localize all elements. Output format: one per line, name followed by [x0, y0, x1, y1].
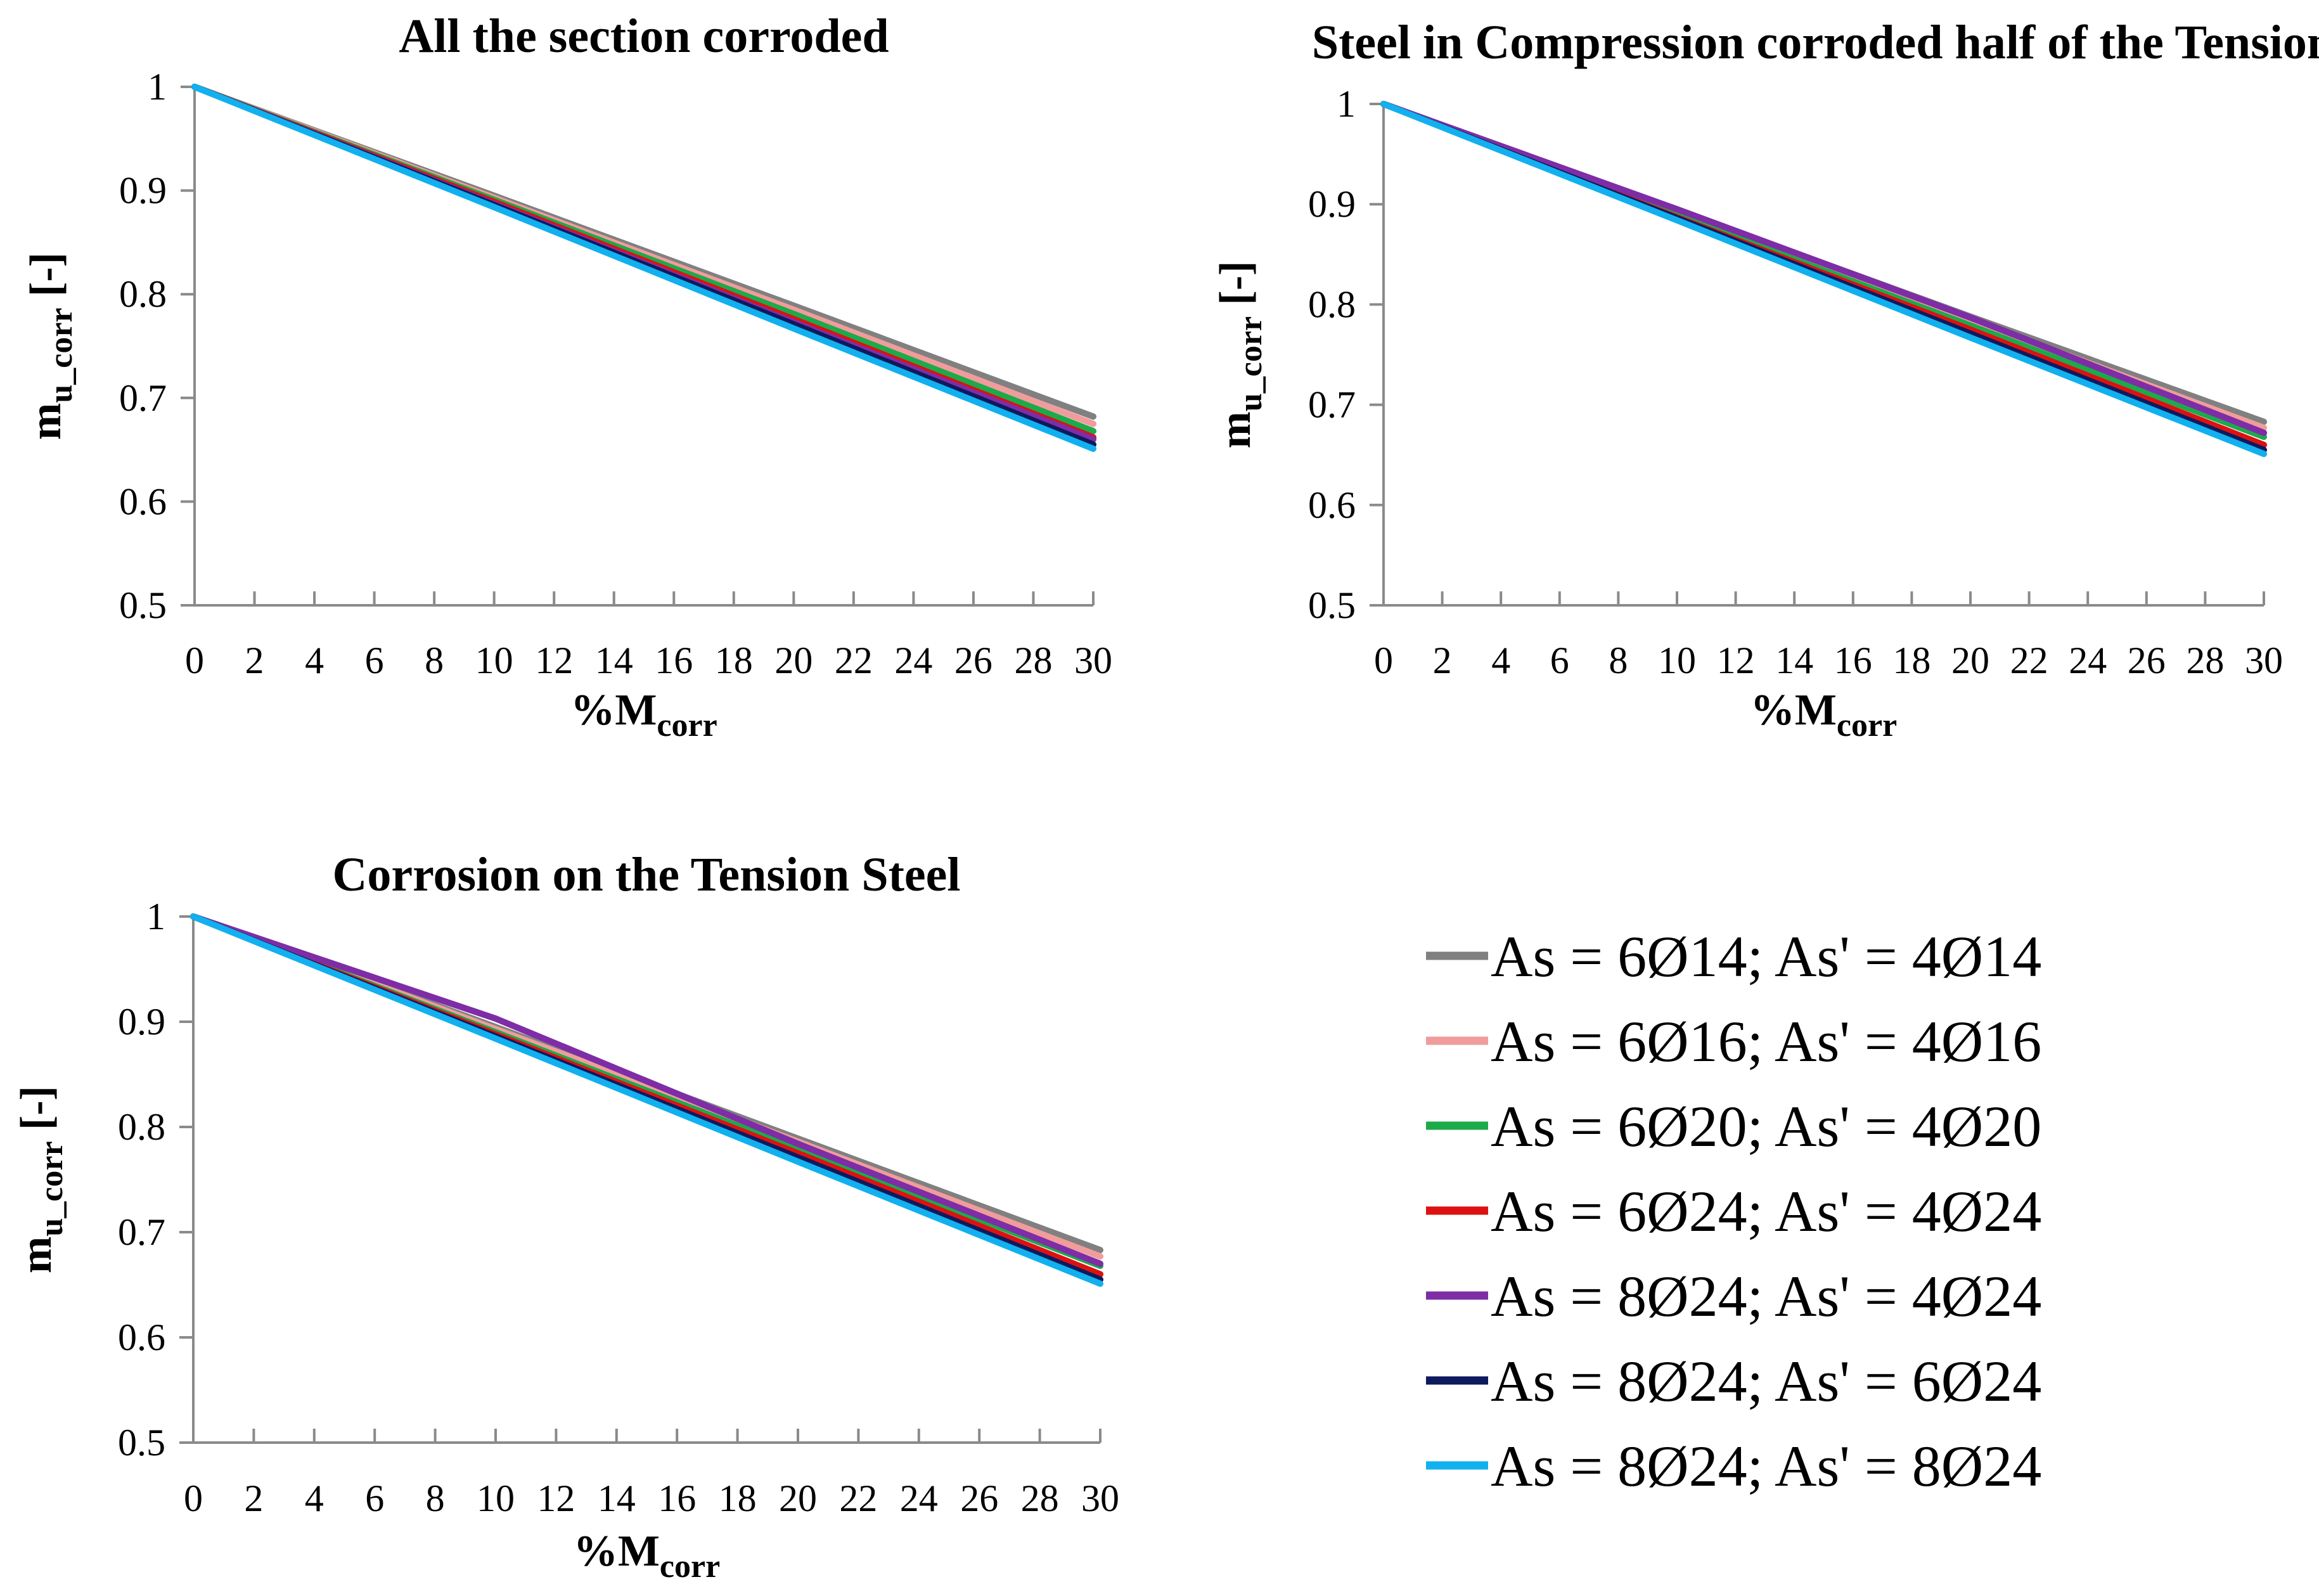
legend-label: As = 8Ø24; As' = 8Ø24 — [1491, 1434, 2041, 1498]
x-tick-label: 12 — [535, 640, 573, 681]
chart-title: Corrosion on the Tension Steel — [333, 848, 961, 901]
x-tick-label: 18 — [1892, 640, 1930, 681]
x-axis-label: %Mcorr — [1750, 686, 1897, 743]
y-tick-label: 0.8 — [1308, 283, 1356, 325]
x-tick-label: 24 — [894, 640, 932, 681]
series-line — [1380, 101, 2267, 458]
x-tick-label: 12 — [537, 1477, 575, 1519]
chart-title: All the section corroded — [399, 10, 889, 63]
y-tick-label: 0.8 — [118, 1106, 165, 1148]
x-tick-label: 30 — [1081, 1477, 1119, 1519]
x-tick-label: 12 — [1717, 640, 1755, 681]
x-tick-label: 0 — [185, 640, 204, 681]
x-tick-label: 6 — [1550, 640, 1569, 681]
y-tick-label: 0.6 — [1308, 484, 1356, 526]
x-axis-label: %Mcorr — [570, 686, 717, 743]
y-tick-label: 0.8 — [119, 273, 167, 315]
chart-panel-2: Steel in Compression corroded half of th… — [1211, 16, 2319, 743]
x-tick-label: 16 — [658, 1477, 696, 1519]
x-tick-label: 0 — [184, 1477, 203, 1519]
x-tick-label: 8 — [1609, 640, 1628, 681]
x-tick-label: 26 — [960, 1477, 998, 1519]
x-tick-label: 10 — [1658, 640, 1696, 681]
x-tick-label: 6 — [365, 1477, 384, 1519]
x-tick-label: 22 — [835, 640, 873, 681]
x-tick-label: 24 — [900, 1477, 938, 1519]
x-tick-label: 20 — [774, 640, 813, 681]
legend-label: As = 6Ø24; As' = 4Ø24 — [1491, 1179, 2041, 1244]
legend-label: As = 6Ø16; As' = 4Ø16 — [1491, 1009, 2041, 1074]
y-tick-label: 1 — [146, 896, 165, 937]
x-tick-label: 28 — [1021, 1477, 1059, 1519]
y-axis-label: mu_corr [-] — [22, 252, 79, 440]
y-tick-label: 0.7 — [119, 377, 167, 419]
x-tick-label: 2 — [1433, 640, 1452, 681]
legend-label: As = 6Ø14; As' = 4Ø14 — [1491, 924, 2041, 989]
y-tick-label: 0.5 — [1308, 584, 1356, 626]
x-tick-label: 16 — [1834, 640, 1872, 681]
x-tick-label: 0 — [1374, 640, 1393, 681]
y-tick-label: 0.6 — [118, 1316, 165, 1358]
series-line — [1380, 101, 2267, 436]
series-line — [191, 84, 1096, 452]
x-tick-label: 20 — [1951, 640, 1989, 681]
x-tick-label: 28 — [2186, 640, 2224, 681]
y-tick-label: 0.9 — [119, 170, 167, 212]
y-tick-label: 1 — [148, 66, 167, 108]
x-axis-label: %Mcorr — [574, 1527, 720, 1585]
x-tick-label: 10 — [477, 1477, 515, 1519]
x-tick-label: 30 — [1074, 640, 1112, 681]
legend-label: As = 6Ø20; As' = 4Ø20 — [1491, 1094, 2041, 1159]
x-tick-label: 18 — [715, 640, 753, 681]
x-tick-label: 2 — [245, 640, 264, 681]
x-tick-label: 14 — [598, 1477, 636, 1519]
y-tick-label: 0.7 — [1308, 384, 1356, 426]
y-axis-label: mu_corr [-] — [1211, 261, 1269, 449]
y-tick-label: 0.6 — [119, 480, 167, 522]
x-tick-label: 20 — [779, 1477, 817, 1519]
x-tick-label: 28 — [1014, 640, 1052, 681]
x-tick-label: 14 — [595, 640, 633, 681]
x-tick-label: 30 — [2245, 640, 2283, 681]
y-tick-label: 0.7 — [118, 1211, 165, 1253]
x-tick-label: 14 — [1775, 640, 1813, 681]
y-tick-label: 1 — [1337, 83, 1356, 125]
x-tick-label: 6 — [365, 640, 384, 681]
y-tick-label: 0.9 — [1308, 183, 1356, 225]
x-tick-label: 8 — [425, 640, 444, 681]
legend-label: As = 8Ø24; As' = 4Ø24 — [1491, 1264, 2041, 1329]
x-tick-label: 22 — [839, 1477, 877, 1519]
x-tick-label: 26 — [954, 640, 992, 681]
x-tick-label: 26 — [2128, 640, 2166, 681]
y-tick-label: 0.9 — [118, 1001, 165, 1043]
x-tick-label: 22 — [2010, 640, 2048, 681]
chart-panel-3: Corrosion on the Tension Steel 0.5 0.6 0.7 0… — [12, 848, 1119, 1585]
series-line — [190, 913, 1103, 1267]
x-tick-label: 4 — [305, 1477, 324, 1519]
x-tick-label: 4 — [1491, 640, 1510, 681]
legend: As = 6Ø14; As' = 4Ø14 As = 6Ø16; As' = 4Ø… — [1426, 924, 2041, 1498]
x-tick-label: 18 — [719, 1477, 757, 1519]
legend-label: As = 8Ø24; As' = 6Ø24 — [1491, 1349, 2041, 1413]
x-tick-label: 8 — [426, 1477, 445, 1519]
x-tick-label: 16 — [655, 640, 693, 681]
x-tick-label: 24 — [2069, 640, 2107, 681]
x-tick-label: 4 — [305, 640, 324, 681]
y-axis-label: mu_corr [-] — [12, 1086, 70, 1273]
x-tick-label: 10 — [475, 640, 513, 681]
series-line — [190, 913, 1103, 1287]
y-tick-label: 0.5 — [118, 1422, 165, 1464]
x-tick-label: 2 — [244, 1477, 263, 1519]
chart-panel-1: All the section corroded 0.5 0.6 0.7 0.8 0.9 1… — [22, 10, 1112, 743]
y-tick-label: 0.5 — [119, 584, 167, 626]
chart-title: Steel in Compression corroded half of th… — [1312, 16, 2319, 69]
